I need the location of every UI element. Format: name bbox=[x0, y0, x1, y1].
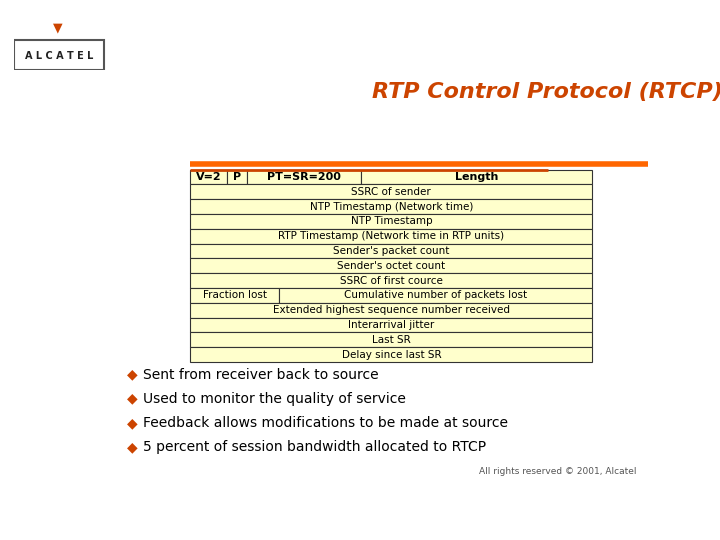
Bar bbox=[190, 333, 593, 347]
Text: PT=SR=200: PT=SR=200 bbox=[267, 172, 341, 182]
Text: NTP Timestamp: NTP Timestamp bbox=[351, 217, 432, 226]
Text: Extended highest sequence number received: Extended highest sequence number receive… bbox=[273, 305, 510, 315]
Text: All rights reserved © 2001, Alcatel: All rights reserved © 2001, Alcatel bbox=[480, 467, 637, 476]
Text: RTP Control Protocol (RTCP): RTP Control Protocol (RTCP) bbox=[372, 82, 720, 102]
Text: Used to monitor the quality of service: Used to monitor the quality of service bbox=[143, 392, 406, 406]
Text: ◆: ◆ bbox=[127, 368, 138, 382]
Bar bbox=[227, 170, 247, 184]
Text: ◆: ◆ bbox=[127, 392, 138, 406]
Text: Length: Length bbox=[455, 172, 498, 182]
Text: 5 percent of session bandwidth allocated to RTCP: 5 percent of session bandwidth allocated… bbox=[143, 440, 486, 454]
Text: ◆: ◆ bbox=[127, 440, 138, 454]
Bar bbox=[190, 288, 279, 303]
Bar bbox=[190, 273, 593, 288]
Text: NTP Timestamp (Network time): NTP Timestamp (Network time) bbox=[310, 201, 473, 212]
Bar bbox=[190, 214, 593, 229]
Text: Feedback allows modifications to be made at source: Feedback allows modifications to be made… bbox=[143, 416, 508, 430]
Bar bbox=[190, 259, 593, 273]
Text: Sender's octet count: Sender's octet count bbox=[337, 261, 446, 271]
Text: Interarrival jitter: Interarrival jitter bbox=[348, 320, 434, 330]
Text: Sender's packet count: Sender's packet count bbox=[333, 246, 449, 256]
Text: SSRC of sender: SSRC of sender bbox=[351, 187, 431, 197]
Text: RTP Timestamp (Network time in RTP units): RTP Timestamp (Network time in RTP units… bbox=[278, 231, 505, 241]
Text: Last SR: Last SR bbox=[372, 335, 410, 345]
Bar bbox=[190, 184, 593, 199]
Text: Delay since last SR: Delay since last SR bbox=[341, 350, 441, 360]
Bar bbox=[190, 244, 593, 259]
Bar bbox=[190, 347, 593, 362]
Text: A L C A T E L: A L C A T E L bbox=[25, 51, 94, 60]
Text: V=2: V=2 bbox=[196, 172, 221, 182]
Bar bbox=[190, 199, 593, 214]
Bar bbox=[190, 170, 227, 184]
Text: SSRC of first cource: SSRC of first cource bbox=[340, 275, 443, 286]
Text: Cumulative number of packets lost: Cumulative number of packets lost bbox=[344, 291, 527, 300]
Bar bbox=[361, 170, 593, 184]
Bar bbox=[247, 170, 361, 184]
Text: P: P bbox=[233, 172, 240, 182]
Bar bbox=[14, 40, 104, 70]
Text: Sent from receiver back to source: Sent from receiver back to source bbox=[143, 368, 379, 382]
Text: ▼: ▼ bbox=[53, 21, 63, 34]
Bar bbox=[190, 303, 593, 318]
Text: ◆: ◆ bbox=[127, 416, 138, 430]
Bar bbox=[190, 318, 593, 333]
Bar bbox=[279, 288, 592, 303]
Text: Fraction lost: Fraction lost bbox=[202, 291, 266, 300]
Bar bbox=[190, 229, 593, 244]
